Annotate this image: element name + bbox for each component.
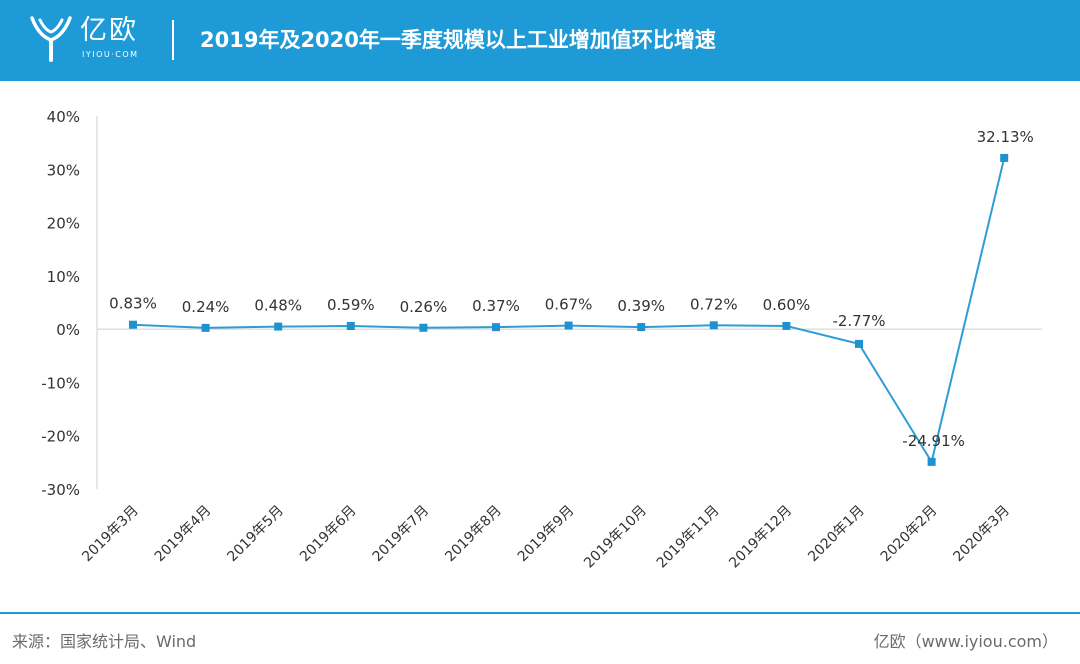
data-point-marker bbox=[564, 321, 573, 330]
x-tick-label: 2019年6月 bbox=[297, 503, 360, 566]
x-tick-label: 2019年5月 bbox=[224, 503, 287, 566]
brand-domain: IYIOU·COM bbox=[82, 50, 139, 59]
data-label: 0.60% bbox=[763, 296, 811, 314]
data-label: 0.37% bbox=[472, 297, 520, 315]
brand-name: 亿欧 bbox=[80, 15, 138, 46]
x-tick-label: 2019年11月 bbox=[654, 503, 723, 572]
data-label: 0.48% bbox=[254, 297, 302, 315]
footer-divider bbox=[0, 612, 1080, 614]
data-label: 0.24% bbox=[182, 298, 230, 316]
x-tick-label: 2019年12月 bbox=[726, 503, 795, 572]
y-tick-label: -10% bbox=[41, 374, 80, 392]
y-tick-label: -30% bbox=[41, 481, 80, 499]
data-label: 0.26% bbox=[400, 298, 448, 316]
x-tick-label: 2020年1月 bbox=[805, 503, 868, 566]
y-tick-label: 0% bbox=[56, 321, 80, 339]
data-point-marker bbox=[637, 323, 646, 332]
data-label: 0.67% bbox=[545, 296, 593, 314]
data-point-marker bbox=[709, 321, 718, 330]
data-point-marker bbox=[129, 320, 137, 329]
x-tick-label: 2020年2月 bbox=[878, 503, 941, 566]
x-tick-label: 2019年3月 bbox=[79, 503, 142, 566]
data-label: 0.59% bbox=[327, 296, 375, 314]
data-label: 0.72% bbox=[690, 295, 738, 313]
iyiou-logo-icon bbox=[30, 16, 72, 62]
data-point-marker bbox=[855, 339, 863, 348]
data-point-marker bbox=[346, 321, 355, 330]
x-tick-label: 2020年3月 bbox=[950, 503, 1013, 566]
y-tick-label: -20% bbox=[41, 428, 80, 446]
chart-title: 2019年及2020年一季度规模以上工业增加值环比增速 bbox=[200, 28, 716, 52]
data-point-marker bbox=[419, 323, 428, 332]
x-tick-label: 2019年8月 bbox=[442, 503, 505, 566]
y-tick-label: 20% bbox=[47, 215, 80, 233]
y-tick-label: 40% bbox=[47, 108, 80, 126]
data-point-marker bbox=[782, 321, 791, 330]
x-tick-label: 2019年7月 bbox=[370, 503, 433, 566]
site-credit: 亿欧（www.iyiou.com） bbox=[873, 632, 1058, 651]
data-point-marker bbox=[492, 323, 500, 332]
data-label: -2.77% bbox=[832, 312, 885, 330]
y-tick-label: 10% bbox=[47, 268, 80, 286]
data-point-marker bbox=[927, 457, 936, 466]
data-point-marker bbox=[274, 322, 283, 331]
line-chart: 40% 30% 20% 10% 0% -10% -20% -30% 2019年3月 2019年4月… bbox=[41, 108, 1042, 572]
data-label: 32.13% bbox=[977, 128, 1034, 146]
header-divider bbox=[172, 20, 174, 60]
x-tick-label: 2019年9月 bbox=[515, 503, 578, 566]
data-label: 0.83% bbox=[109, 295, 157, 313]
source-note: 来源：国家统计局、Wind bbox=[12, 632, 197, 651]
data-point-marker bbox=[1000, 153, 1009, 162]
data-label: 0.39% bbox=[617, 297, 665, 315]
x-tick-label: 2019年4月 bbox=[152, 503, 215, 566]
header-bar: 亿欧 IYIOU·COM 2019年及2020年一季度规模以上工业增加值环比增速 bbox=[0, 0, 1080, 81]
data-label: -24.91% bbox=[902, 432, 965, 450]
y-tick-label: 30% bbox=[47, 161, 80, 179]
x-tick-label: 2019年10月 bbox=[581, 503, 650, 572]
data-point-marker bbox=[201, 323, 210, 332]
